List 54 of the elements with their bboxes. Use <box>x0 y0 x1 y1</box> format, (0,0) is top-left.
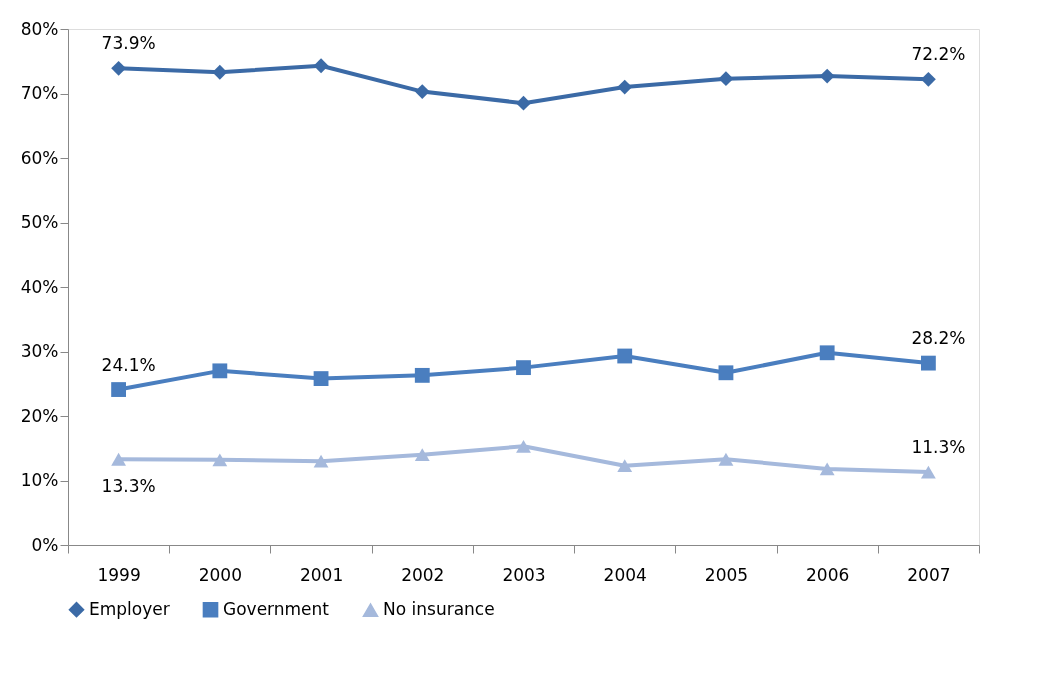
point <box>819 462 835 476</box>
x-tick-label: 2005 <box>704 564 749 585</box>
data-label: 28.2% <box>911 328 966 349</box>
point <box>516 95 531 111</box>
y-tick-label: 60% <box>20 147 59 168</box>
legend-label: No insurance <box>383 599 495 620</box>
point <box>819 68 835 84</box>
point <box>718 452 734 466</box>
point <box>212 363 228 379</box>
x-tick-label: 2002 <box>401 564 445 585</box>
point <box>718 365 734 381</box>
y-tick-label: 30% <box>20 341 59 361</box>
point <box>819 345 835 361</box>
point <box>920 465 936 479</box>
point <box>111 452 127 466</box>
legend-label: Employer <box>89 598 170 619</box>
y-tick-label: 40% <box>20 276 59 297</box>
point <box>414 448 430 462</box>
point <box>313 58 329 74</box>
y-tick-label: 10% <box>20 470 59 490</box>
x-tick-label: 2003 <box>502 564 546 585</box>
x-tick-label: 1999 <box>97 564 141 585</box>
y-tick-label: 50% <box>20 212 59 232</box>
data-label: 13.3% <box>101 476 156 497</box>
data-label: 72.2% <box>911 44 966 65</box>
x-tick-label: 2007 <box>907 564 951 585</box>
data-label: 24.1% <box>101 354 156 375</box>
y-tick-label: 0% <box>31 534 59 555</box>
point <box>414 367 430 383</box>
y-tick-label: 70% <box>20 83 59 103</box>
point <box>313 454 329 468</box>
y-tick-label: 80% <box>20 18 59 39</box>
x-tick-label: 2004 <box>603 564 647 585</box>
point <box>920 71 936 87</box>
point <box>516 360 531 376</box>
point <box>718 71 734 87</box>
x-tick-label: 2006 <box>806 564 850 585</box>
point <box>617 459 633 473</box>
point <box>617 348 633 364</box>
point <box>111 60 127 76</box>
point <box>414 84 430 99</box>
point <box>212 453 228 467</box>
legend-label: Government <box>223 598 330 619</box>
point <box>516 439 531 453</box>
data-label: 73.9% <box>101 33 156 54</box>
point <box>313 371 329 387</box>
data-label: 11.3% <box>911 437 966 458</box>
point <box>920 355 936 371</box>
y-tick-label: 20% <box>20 405 59 426</box>
point <box>617 79 633 95</box>
x-tick-label: 2001 <box>299 564 344 585</box>
point <box>212 64 228 80</box>
point <box>111 382 127 397</box>
x-tick-label: 2000 <box>198 564 242 585</box>
